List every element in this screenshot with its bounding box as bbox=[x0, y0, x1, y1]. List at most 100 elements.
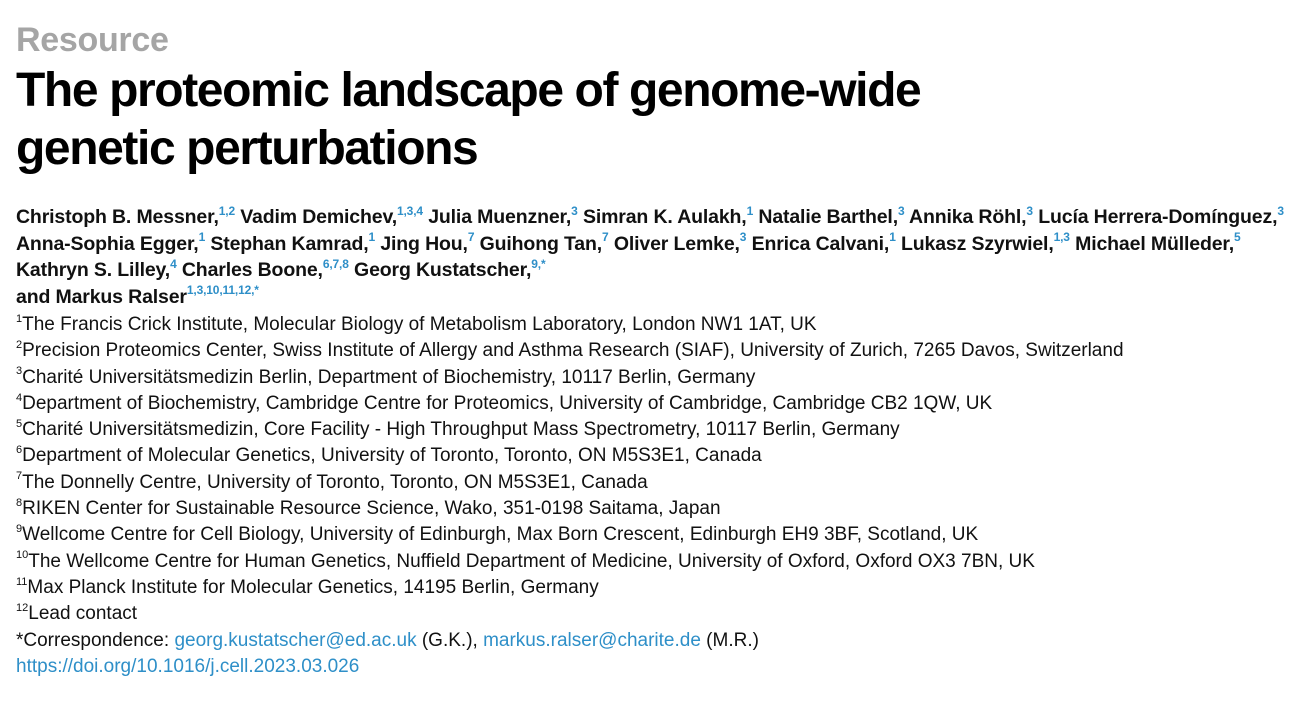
author-name[interactable]: Georg Kustatscher, bbox=[354, 259, 532, 281]
affiliation-item: 4Department of Biochemistry, Cambridge C… bbox=[16, 391, 1291, 417]
affiliation-number: 10 bbox=[16, 549, 29, 562]
author-affiliation-refs[interactable]: 1 bbox=[198, 230, 206, 244]
author-entry[interactable]: Guihong Tan,7 bbox=[479, 230, 609, 255]
author-entry[interactable]: Jing Hou,7 bbox=[380, 230, 475, 255]
article-title-line-2: genetic perturbations bbox=[16, 122, 479, 175]
affiliation-text: RIKEN Center for Sustainable Resource Sc… bbox=[22, 498, 721, 520]
affiliation-item: 2Precision Proteomics Center, Swiss Inst… bbox=[16, 338, 1291, 364]
author-entry[interactable]: Vadim Demichev,1,3,4 bbox=[240, 203, 423, 229]
author-entry[interactable]: Simran K. Aulakh,1 bbox=[582, 203, 754, 229]
author-name[interactable]: Oliver Lemke, bbox=[613, 232, 740, 255]
author-entry[interactable]: Georg Kustatscher,9,* bbox=[354, 256, 546, 282]
author-entry[interactable]: Lucía Herrera-Domínguez,3 bbox=[1038, 203, 1284, 229]
affiliation-text: Charité Universitätsmedizin Berlin, Depa… bbox=[22, 366, 756, 388]
author-entry[interactable]: Lukasz Szyrwiel,1,3 bbox=[901, 230, 1070, 255]
author-affiliation-refs[interactable]: 1 bbox=[746, 203, 754, 218]
correspondence-email-link[interactable]: markus.ralser@charite.de bbox=[483, 629, 701, 651]
affiliation-number: 12 bbox=[16, 601, 29, 614]
author-name[interactable]: Simran K. Aulakh, bbox=[582, 206, 747, 228]
author-name[interactable]: Lucía Herrera-Domínguez, bbox=[1038, 206, 1278, 228]
author-affiliation-refs[interactable]: 3 bbox=[1277, 203, 1284, 218]
affiliation-text: The Wellcome Centre for Human Genetics, … bbox=[28, 550, 1035, 572]
author-name[interactable]: Natalie Barthel, bbox=[758, 206, 898, 228]
article-type-label: Resource bbox=[16, 21, 169, 59]
affiliation-number: 1 bbox=[16, 312, 23, 325]
affiliation-text: Lead contact bbox=[28, 603, 138, 625]
author-entry[interactable]: and Markus Ralser1,3,10,11,12,* bbox=[16, 283, 259, 308]
affiliation-text: Department of Biochemistry, Cambridge Ce… bbox=[22, 392, 993, 414]
affiliation-number: 5 bbox=[16, 417, 23, 430]
author-affiliation-refs[interactable]: 7 bbox=[467, 230, 475, 244]
author-affiliation-refs[interactable]: 1,2 bbox=[218, 203, 235, 218]
author-entry[interactable]: Charles Boone,6,7,8 bbox=[181, 256, 349, 282]
author-affiliation-refs[interactable]: 1 bbox=[368, 230, 376, 244]
affiliation-text: The Donnelly Centre, University of Toron… bbox=[22, 471, 648, 493]
author-name[interactable]: Christoph B. Messner, bbox=[16, 206, 219, 228]
affiliation-number: 4 bbox=[16, 391, 23, 404]
author-entry[interactable]: Julia Muenzner,3 bbox=[428, 203, 578, 229]
author-affiliation-refs[interactable]: 1 bbox=[889, 230, 896, 244]
author-affiliation-refs[interactable]: 5 bbox=[1234, 230, 1241, 244]
author-name[interactable]: Stephan Kamrad, bbox=[210, 232, 369, 255]
affiliation-number: 3 bbox=[16, 365, 23, 378]
author-affiliation-refs[interactable]: 3 bbox=[1026, 203, 1033, 218]
affiliation-item: 1The Francis Crick Institute, Molecular … bbox=[16, 312, 1291, 338]
author-name[interactable]: Anna-Sophia Egger, bbox=[16, 232, 199, 255]
author-affiliation-refs[interactable]: 4 bbox=[170, 256, 177, 271]
correspondence-initials: (G.K.), bbox=[416, 629, 484, 651]
author-entry[interactable]: Enrica Calvani,1 bbox=[751, 230, 896, 255]
author-entry[interactable]: Christoph B. Messner,1,2 bbox=[16, 203, 235, 229]
doi-line: https://doi.org/10.1016/j.cell.2023.03.0… bbox=[16, 654, 1291, 680]
affiliation-number: 6 bbox=[16, 444, 23, 457]
author-entry[interactable]: Michael Mülleder,5 bbox=[1075, 230, 1241, 255]
author-name[interactable]: Guihong Tan, bbox=[479, 232, 603, 255]
affiliation-number: 9 bbox=[16, 523, 23, 536]
author-affiliation-refs[interactable]: 3 bbox=[897, 203, 905, 218]
author-name[interactable]: Jing Hou, bbox=[380, 232, 468, 255]
affiliation-item: 11Max Planck Institute for Molecular Gen… bbox=[16, 575, 1291, 601]
affiliation-item: 3Charité Universitätsmedizin Berlin, Dep… bbox=[16, 365, 1291, 391]
author-entry[interactable]: Natalie Barthel,3 bbox=[758, 203, 905, 229]
affiliation-text: Wellcome Centre for Cell Biology, Univer… bbox=[22, 524, 979, 546]
article-title-line-1: The proteomic landscape of genome-wide bbox=[16, 64, 922, 117]
affiliation-item: 7The Donnelly Centre, University of Toro… bbox=[16, 470, 1291, 496]
author-affiliation-refs[interactable]: 3 bbox=[571, 203, 578, 218]
author-affiliation-refs[interactable]: 1,3 bbox=[1053, 230, 1070, 244]
author-name[interactable]: Julia Muenzner, bbox=[428, 206, 572, 228]
author-name[interactable]: Lukasz Szyrwiel, bbox=[901, 232, 1054, 255]
author-entry[interactable]: Oliver Lemke,3 bbox=[613, 230, 747, 255]
author-name[interactable]: Enrica Calvani, bbox=[751, 232, 890, 255]
correspondence-email-link[interactable]: georg.kustatscher@ed.ac.uk bbox=[174, 629, 417, 651]
article-header: Resource The proteomic landscape of geno… bbox=[16, 20, 1286, 178]
author-name[interactable]: Kathryn S. Lilley, bbox=[16, 259, 171, 281]
author-name[interactable]: Michael Mülleder, bbox=[1075, 232, 1235, 255]
author-affiliation-refs[interactable]: 3 bbox=[739, 230, 747, 244]
author-name[interactable]: Vadim Demichev, bbox=[240, 206, 397, 228]
author-entry[interactable]: Kathryn S. Lilley,4 bbox=[16, 256, 177, 282]
affiliation-item: 5Charité Universitätsmedizin, Core Facil… bbox=[16, 417, 1291, 443]
author-entry[interactable]: Stephan Kamrad,1 bbox=[210, 230, 376, 255]
author-list: Christoph B. Messner,1,2 Vadim Demichev,… bbox=[16, 204, 1291, 310]
author-affiliation-refs[interactable]: 7 bbox=[602, 230, 609, 244]
author-affiliation-refs[interactable]: 6,7,8 bbox=[322, 256, 349, 271]
affiliation-item: 6Department of Molecular Genetics, Unive… bbox=[16, 443, 1291, 469]
author-name[interactable]: and Markus Ralser bbox=[16, 285, 187, 308]
affiliation-number: 8 bbox=[16, 496, 23, 509]
affiliation-text: Charité Universitätsmedizin, Core Facili… bbox=[22, 419, 900, 441]
author-affiliation-refs[interactable]: 1,3,10,11,12,* bbox=[186, 283, 259, 297]
affiliation-list: 1The Francis Crick Institute, Molecular … bbox=[16, 312, 1291, 680]
article-title: The proteomic landscape of genome-wide g… bbox=[16, 62, 1286, 178]
affiliation-item: 8RIKEN Center for Sustainable Resource S… bbox=[16, 496, 1291, 522]
affiliation-item: 10The Wellcome Centre for Human Genetics… bbox=[16, 549, 1291, 575]
correspondence-initials: (M.R.) bbox=[700, 629, 759, 651]
author-affiliation-refs[interactable]: 9,* bbox=[531, 256, 546, 271]
author-name[interactable]: Charles Boone, bbox=[181, 259, 323, 281]
author-name[interactable]: Annika Röhl, bbox=[909, 206, 1027, 228]
author-affiliation-refs[interactable]: 1,3,4 bbox=[396, 203, 423, 218]
affiliation-text: Max Planck Institute for Molecular Genet… bbox=[27, 576, 599, 598]
author-entry[interactable]: Annika Röhl,3 bbox=[909, 203, 1033, 229]
affiliation-text: Precision Proteomics Center, Swiss Insti… bbox=[22, 340, 1124, 362]
author-entry[interactable]: Anna-Sophia Egger,1 bbox=[16, 230, 206, 255]
affiliation-number: 7 bbox=[16, 470, 23, 483]
doi-link[interactable]: https://doi.org/10.1016/j.cell.2023.03.0… bbox=[16, 655, 360, 677]
